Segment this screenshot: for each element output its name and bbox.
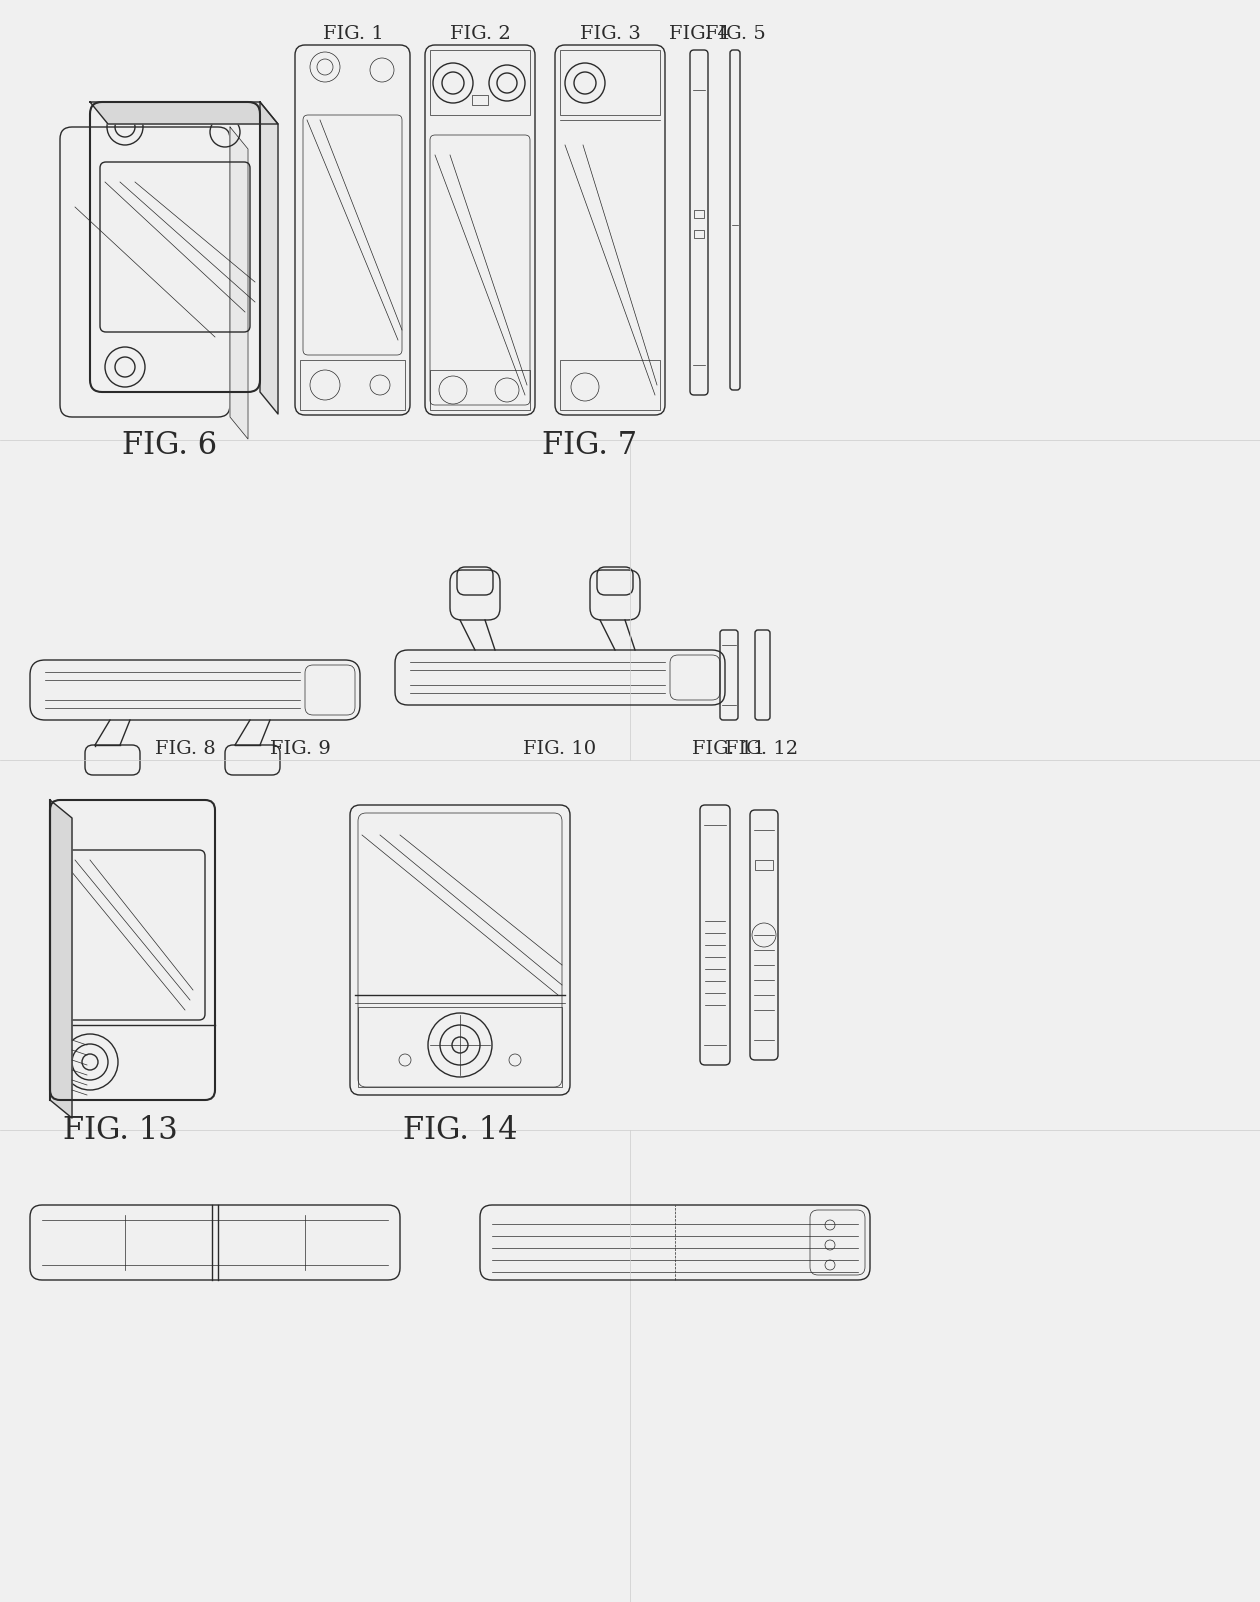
Bar — [300, 360, 404, 410]
Bar — [694, 231, 704, 239]
Text: FIG. 13: FIG. 13 — [63, 1115, 178, 1145]
Text: FIG. 7: FIG. 7 — [543, 429, 638, 461]
Text: FIG. 5: FIG. 5 — [704, 26, 765, 43]
Polygon shape — [89, 103, 278, 123]
Text: FIG. 9: FIG. 9 — [270, 740, 330, 758]
Bar — [430, 50, 530, 115]
Text: FIG. 11: FIG. 11 — [693, 740, 766, 758]
Text: FIG. 2: FIG. 2 — [450, 26, 510, 43]
Text: FIG. 8: FIG. 8 — [155, 740, 215, 758]
Text: FIG. 3: FIG. 3 — [580, 26, 640, 43]
Text: FIG. 14: FIG. 14 — [403, 1115, 518, 1145]
Polygon shape — [50, 799, 72, 1118]
Bar — [559, 360, 660, 410]
Text: FIG. 6: FIG. 6 — [122, 429, 218, 461]
Bar — [694, 210, 704, 218]
Polygon shape — [231, 127, 248, 439]
Bar — [559, 50, 660, 115]
Bar — [472, 95, 488, 106]
Text: FIG. 4: FIG. 4 — [669, 26, 730, 43]
Bar — [755, 860, 772, 870]
Bar — [358, 1008, 562, 1088]
Text: FIG. 12: FIG. 12 — [726, 740, 799, 758]
Text: FIG. 1: FIG. 1 — [323, 26, 383, 43]
Polygon shape — [260, 103, 278, 413]
Bar — [430, 370, 530, 410]
Text: FIG. 10: FIG. 10 — [523, 740, 596, 758]
